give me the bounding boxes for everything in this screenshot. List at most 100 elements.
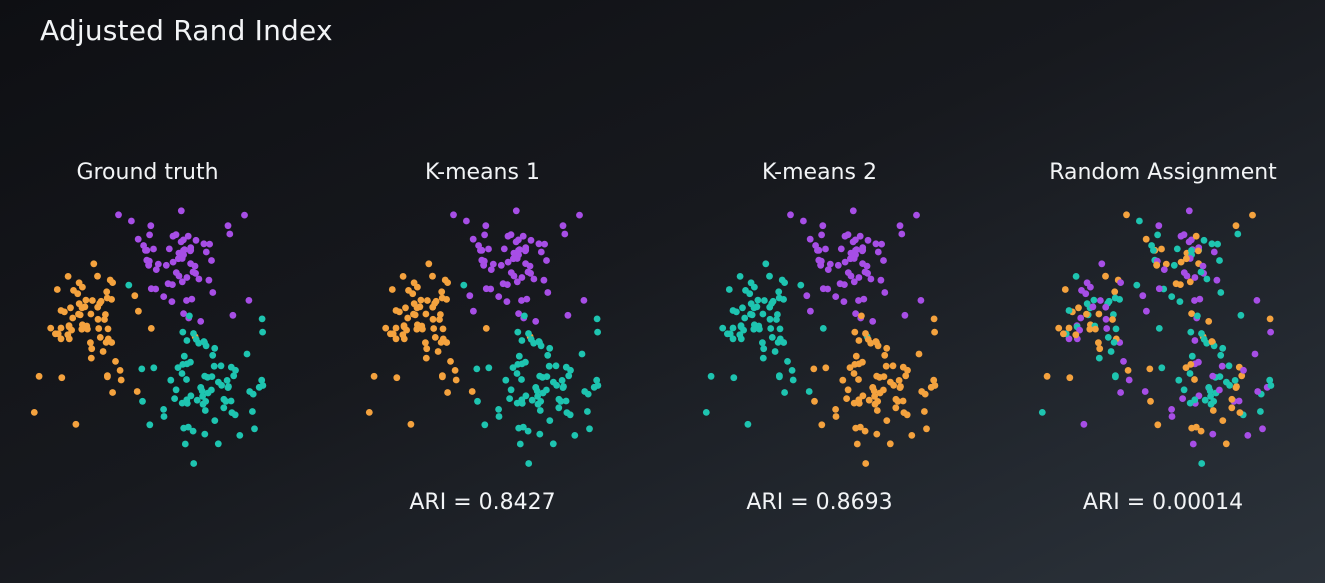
scatter-point xyxy=(844,231,852,239)
scatter-point xyxy=(719,324,727,332)
scatter-point xyxy=(64,331,72,339)
scatter-point xyxy=(580,297,588,304)
scatter-point xyxy=(147,222,155,230)
scatter-point xyxy=(138,365,146,373)
scatter-point xyxy=(901,311,909,319)
scatter-point xyxy=(89,297,96,304)
scatter-point xyxy=(849,207,857,215)
panel-title: K-means 2 xyxy=(762,160,877,185)
scatter-point xyxy=(437,339,445,346)
scatter-point xyxy=(558,377,566,384)
scatter-point xyxy=(174,364,182,371)
scatter-point xyxy=(84,325,91,333)
scatter-point xyxy=(1175,376,1183,384)
scatter-point xyxy=(1217,351,1225,359)
scatter-point xyxy=(388,286,396,293)
scatter-point xyxy=(1218,362,1226,370)
scatter-point xyxy=(871,392,878,400)
scatter-point xyxy=(236,432,244,439)
scatter-point xyxy=(862,330,869,337)
scatter-point xyxy=(578,350,586,358)
ari-score: ARI = 0.8427 xyxy=(409,490,556,515)
scatter-point xyxy=(516,440,524,448)
scatter-point xyxy=(527,336,535,343)
scatter-point xyxy=(586,425,593,433)
scatter-point xyxy=(769,297,777,305)
scatter-point xyxy=(416,303,424,311)
scatter-point xyxy=(1095,354,1103,362)
scatter-point xyxy=(1083,300,1091,308)
scatter-plot xyxy=(1038,207,1275,467)
scatter-point xyxy=(1109,316,1116,323)
scatter-point xyxy=(1249,211,1256,219)
scatter-point xyxy=(819,222,827,230)
scatter-point xyxy=(524,268,532,276)
scatter-point xyxy=(797,281,805,289)
scatter-point xyxy=(536,372,544,380)
scatter-point xyxy=(1187,328,1195,336)
scatter-point xyxy=(855,274,863,281)
scatter-point xyxy=(773,316,780,323)
scatter-point xyxy=(507,269,515,276)
scatter-point xyxy=(565,372,573,380)
scatter-point xyxy=(865,396,873,404)
scatter-point xyxy=(744,420,752,428)
scatter-point xyxy=(767,325,775,332)
scatter-point xyxy=(775,288,783,296)
scatter-point xyxy=(892,395,900,403)
scatter-point xyxy=(754,296,762,304)
scatter-point xyxy=(419,325,426,333)
scatter-point xyxy=(211,417,219,424)
scatter-point xyxy=(1191,396,1199,404)
scatter-point xyxy=(1228,404,1236,412)
scatter-point xyxy=(521,247,529,255)
scatter-point xyxy=(1125,376,1133,384)
scatter-point xyxy=(1200,236,1208,244)
scatter-point xyxy=(1191,297,1198,304)
scatter-point xyxy=(160,406,168,413)
scatter-point xyxy=(224,384,232,391)
scatter-point xyxy=(197,318,205,325)
scatter-point xyxy=(370,372,378,380)
panel-title: Random Assignment xyxy=(1049,160,1277,185)
scatter-point xyxy=(88,345,96,353)
scatter-point xyxy=(525,460,533,467)
scatter-point xyxy=(750,325,758,333)
scatter-point xyxy=(1210,248,1218,256)
scatter-point xyxy=(249,408,256,415)
scatter-point xyxy=(463,217,470,225)
scatter-point xyxy=(759,354,767,362)
scatter-point xyxy=(811,397,818,405)
scatter-point xyxy=(1216,257,1223,264)
scatter-point xyxy=(525,330,532,337)
scatter-point xyxy=(147,285,155,293)
scatter-point xyxy=(1191,376,1198,383)
scatter-point xyxy=(1055,324,1063,332)
scatter-point xyxy=(537,398,545,405)
scatter-point xyxy=(1195,358,1202,366)
scatter-point xyxy=(908,432,916,439)
scatter-point xyxy=(1266,376,1274,384)
scatter-point xyxy=(1112,373,1119,381)
scatter-point xyxy=(1092,325,1099,333)
scatter-point xyxy=(921,408,928,415)
scatter-point xyxy=(424,297,431,304)
scatter-point xyxy=(1205,318,1213,325)
scatter-point xyxy=(515,352,523,360)
scatter-point xyxy=(186,312,193,320)
scatter-point xyxy=(507,386,515,394)
scatter-point xyxy=(1147,397,1154,405)
scatter-point xyxy=(540,276,548,284)
scatter-point xyxy=(1191,274,1199,281)
scatter-point xyxy=(1154,421,1162,429)
scatter-point xyxy=(1072,331,1080,339)
scatter-point xyxy=(94,315,102,323)
scatter-point xyxy=(1186,370,1194,377)
scatter-point xyxy=(766,272,773,280)
scatter-point xyxy=(524,427,532,435)
scatter-point xyxy=(468,388,476,395)
scatter-point xyxy=(775,294,783,302)
scatter-point xyxy=(883,344,891,352)
scatter-point xyxy=(1253,297,1261,304)
scatter-point xyxy=(852,310,859,317)
